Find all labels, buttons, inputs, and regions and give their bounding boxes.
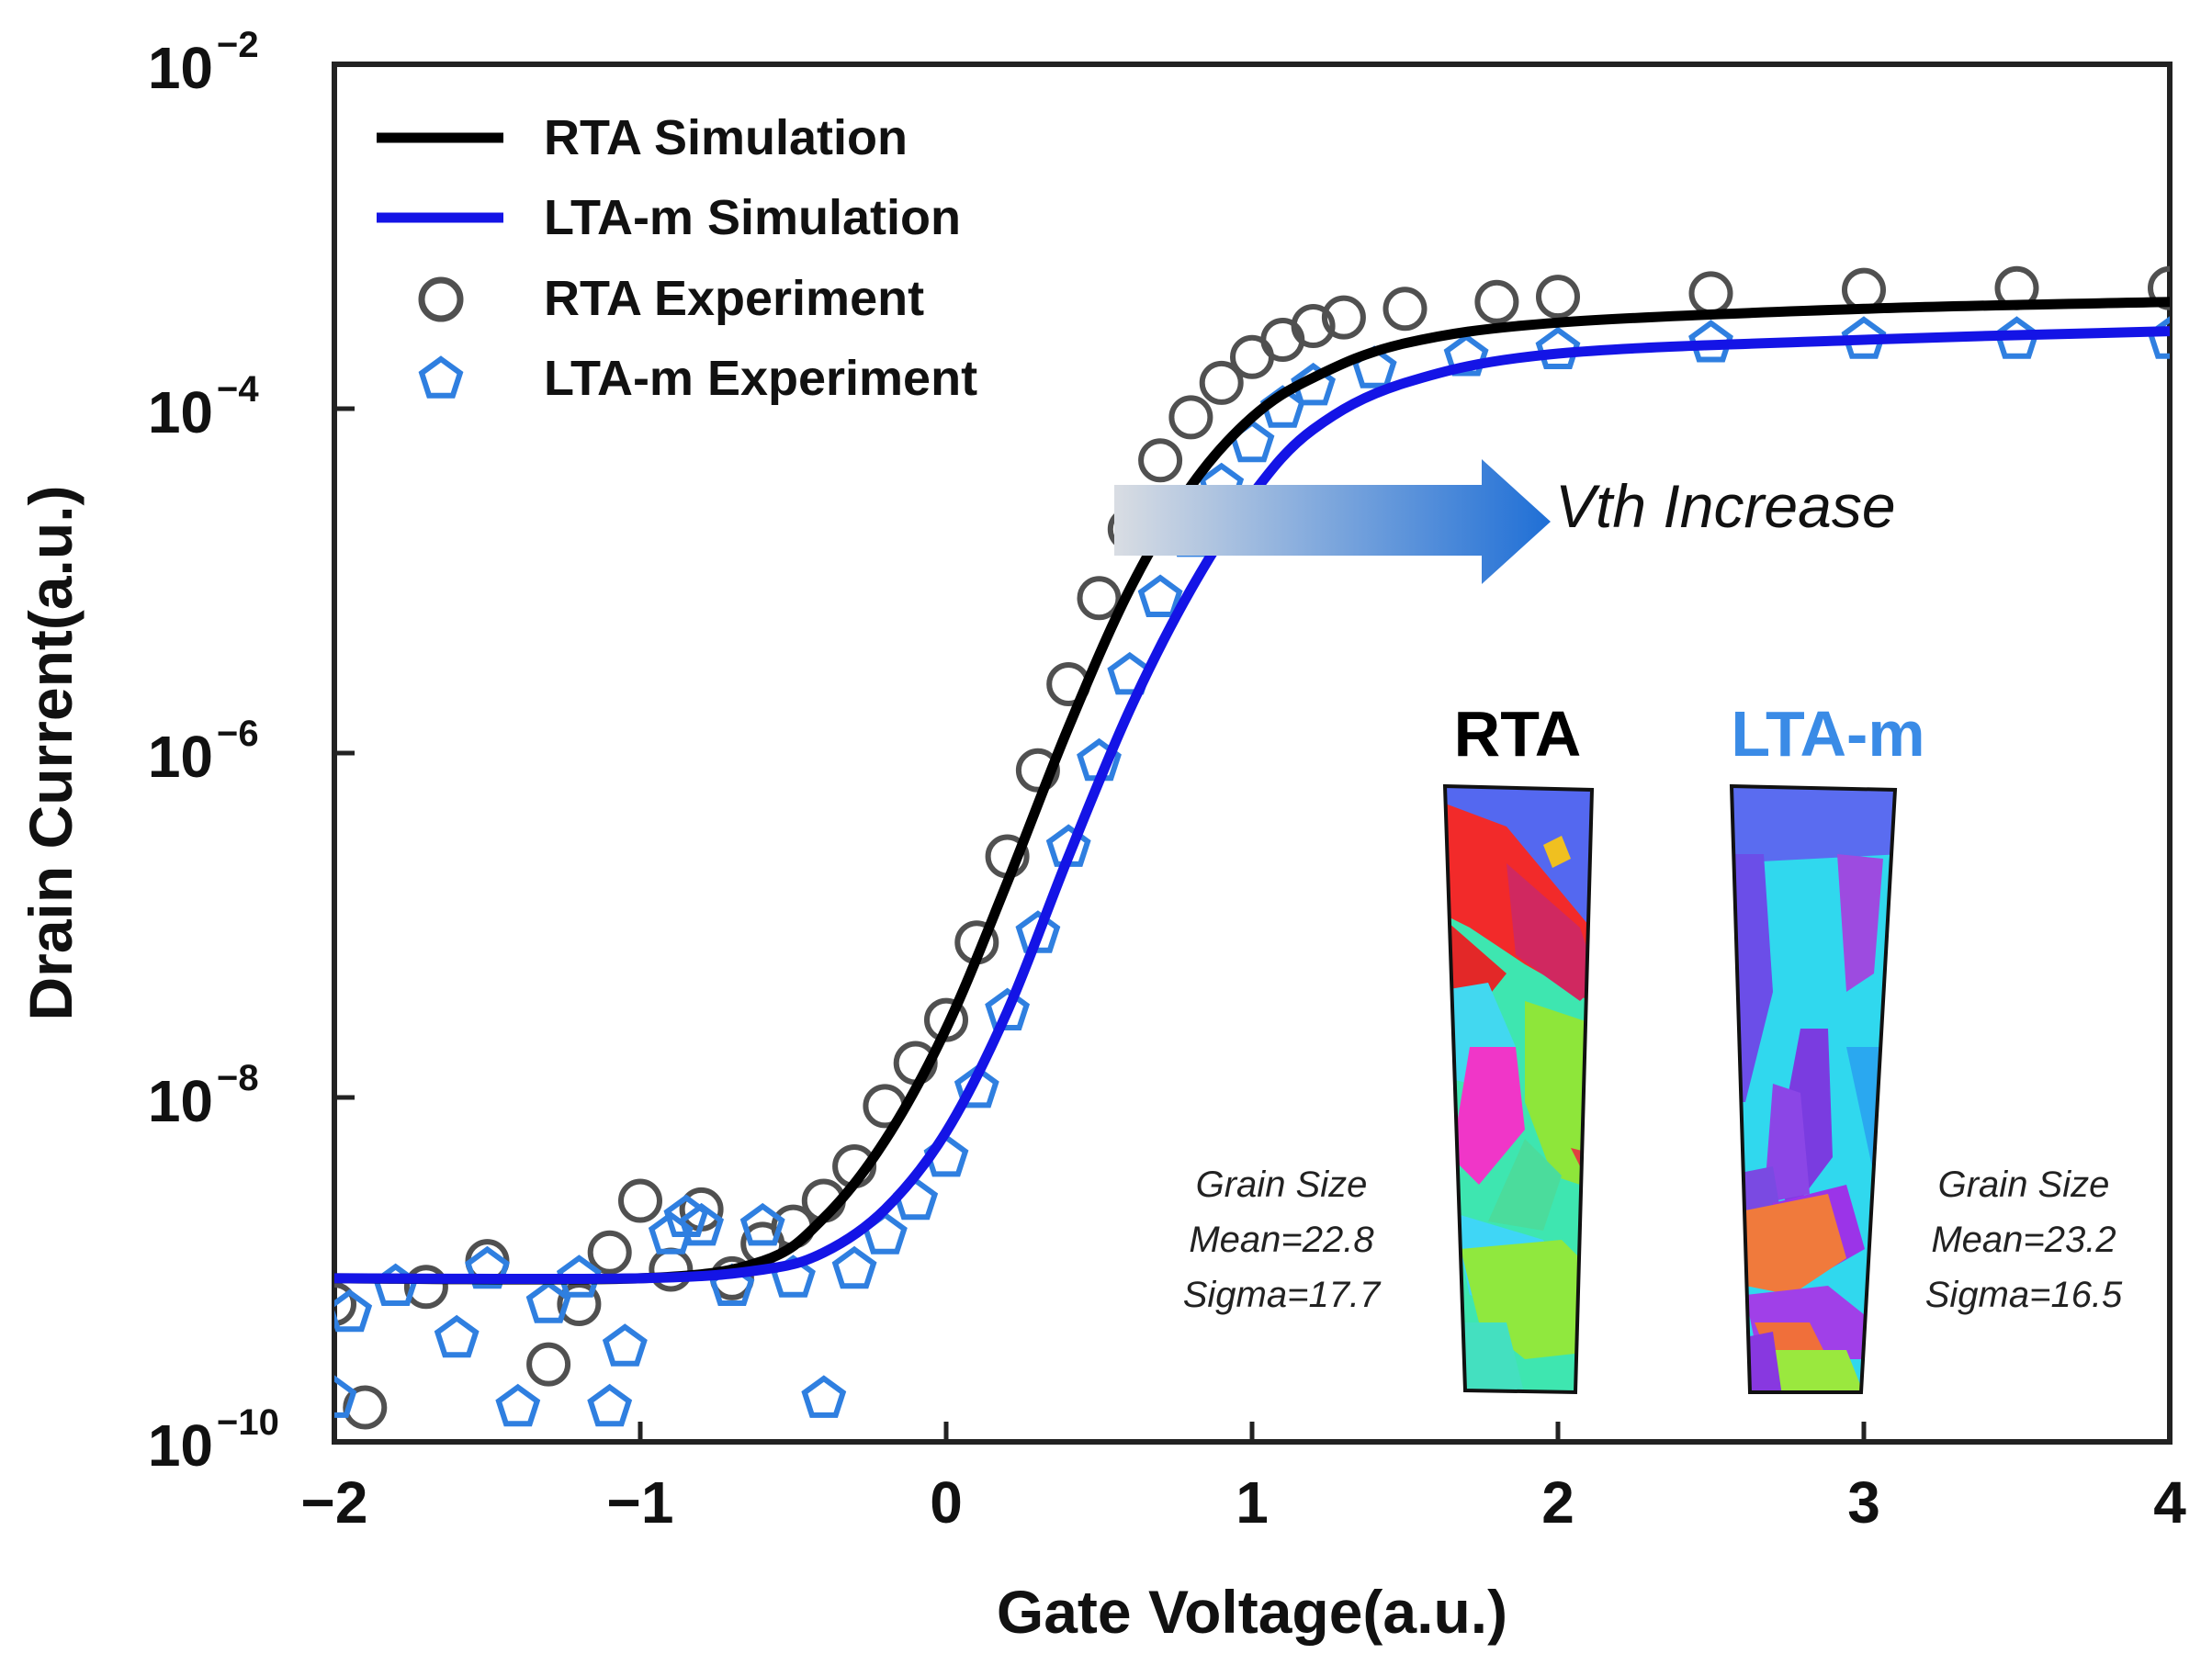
vth-increase-label: Vth Increase <box>1555 472 1896 540</box>
rta-experiment-point <box>1168 395 1213 440</box>
ltam-grain-stats: Grain Size Mean=23.2 Sigma=16.5 <box>1925 1165 2123 1315</box>
x-tick-label: 2 <box>1541 1469 1574 1536</box>
ltam-experiment-point <box>495 1383 541 1427</box>
ltam-experiment-point <box>1535 326 1581 369</box>
ltam-grain-map <box>1732 786 1895 1392</box>
x-axis-title: Gate Voltage(a.u.) <box>997 1578 1507 1646</box>
rta-experiment-point <box>557 1282 602 1326</box>
ltam-inset-outline <box>1729 783 1898 1394</box>
x-tick-label: 4 <box>2153 1469 2186 1536</box>
rta-experiment-point <box>343 1385 388 1430</box>
svg-text:−8: −8 <box>217 1058 259 1098</box>
series-layer <box>334 265 2170 1430</box>
ltam-inset-title: LTA-m <box>1731 698 1924 770</box>
svg-text:−6: −6 <box>217 714 259 754</box>
ltam-experiment-point <box>556 1255 602 1298</box>
ltam-experiment-point <box>465 1245 510 1289</box>
rta-inset-title: RTA <box>1454 698 1582 770</box>
svg-text:10: 10 <box>148 1412 213 1479</box>
y-tick-label: 10 −8 <box>148 1058 259 1134</box>
svg-text:Sigma=17.7: Sigma=17.7 <box>1183 1275 1382 1315</box>
rta-experiment-point <box>1138 438 1183 483</box>
legend-ltam-exp-marker <box>418 355 464 399</box>
y-axis-title: Drain Current(a.u.) <box>17 485 85 1020</box>
ltam-experiment-point <box>679 1202 725 1246</box>
ltam-experiment-point <box>525 1280 571 1323</box>
x-tick-label: 3 <box>1847 1469 1880 1536</box>
svg-text:10: 10 <box>148 35 213 101</box>
rta-grain-stats: Grain Size Mean=22.8 Sigma=17.7 <box>1183 1165 1382 1315</box>
rta-experiment-point <box>334 1282 356 1326</box>
rta-simulation-line <box>334 297 2170 1285</box>
ltam-experiment-point <box>587 1383 633 1427</box>
x-tick-label: 1 <box>1236 1469 1269 1536</box>
rta-experiment-point <box>403 1265 448 1310</box>
rta-experiment-point <box>1688 271 1733 316</box>
svg-text:10: 10 <box>148 379 213 445</box>
ltam-experiment-point <box>1137 574 1183 617</box>
x-tick-label: −2 <box>301 1469 368 1536</box>
rta-experiment-point <box>2148 265 2170 310</box>
rta-experiment-point <box>1536 275 1580 320</box>
rta-experiment-point <box>1015 748 1060 793</box>
ltam-experiment-point <box>954 1064 999 1108</box>
svg-text:Grain Size: Grain Size <box>1938 1165 2110 1205</box>
svg-text:Sigma=16.5: Sigma=16.5 <box>1925 1275 2123 1315</box>
ltam-experiment-point <box>334 1288 373 1333</box>
rta-experiment-point <box>526 1342 571 1387</box>
svg-text:Grain Size: Grain Size <box>1196 1165 1368 1205</box>
rta-experiment-point <box>649 1247 694 1292</box>
vth-increase-arrow <box>1114 459 1551 584</box>
svg-text:−2: −2 <box>217 25 259 65</box>
y-tick-label: 10 −2 <box>148 25 259 101</box>
svg-text:Mean=23.2: Mean=23.2 <box>1931 1220 2116 1260</box>
ltam-experiment-point <box>801 1375 847 1418</box>
legend-rta-exp-marker <box>418 276 464 322</box>
x-tick-label: 0 <box>930 1469 963 1536</box>
ltam-experiment-point <box>985 987 1031 1030</box>
ltam-experiment-point <box>1015 910 1061 953</box>
ltam-experiment-point <box>602 1323 648 1367</box>
legend: RTA Simulation LTA-m Simulation RTA Expe… <box>377 110 977 406</box>
lta-m-simulation-line <box>334 326 2170 1285</box>
rta-experiment-point <box>587 1230 632 1275</box>
legend-ltam-exp-label: LTA-m Experiment <box>544 351 977 406</box>
rta-experiment-point <box>1382 287 1428 332</box>
y-tick-label: 10 −6 <box>148 714 259 790</box>
rta-inset-outline <box>1442 783 1595 1395</box>
svg-text:10: 10 <box>148 724 213 790</box>
rta-experiment-point <box>1474 279 1519 324</box>
rta-experiment-point <box>618 1178 662 1223</box>
ltam-experiment-point <box>831 1245 877 1289</box>
legend-rta-sim-label: RTA Simulation <box>544 110 908 165</box>
rta-grain-map <box>1445 786 1592 1392</box>
svg-text:10: 10 <box>148 1068 213 1134</box>
rta-experiment-point <box>1077 576 1122 621</box>
rta-experiment-point <box>1199 360 1244 405</box>
y-tick-label: 10 −4 <box>148 369 260 445</box>
ltam-experiment-point <box>1841 316 1887 359</box>
svg-text:Mean=22.8: Mean=22.8 <box>1189 1220 1374 1260</box>
svg-text:−4: −4 <box>217 369 259 410</box>
ltam-experiment-point <box>434 1314 480 1358</box>
legend-rta-exp-label: RTA Experiment <box>544 271 924 326</box>
ltam-experiment-point <box>1443 333 1489 377</box>
y-tick-label: 10 −10 <box>148 1402 279 1479</box>
rta-experiment-point <box>1321 295 1366 340</box>
svg-text:−10: −10 <box>217 1402 279 1443</box>
rta-experiment-point <box>1291 304 1336 348</box>
legend-ltam-sim-label: LTA-m Simulation <box>544 190 961 245</box>
x-tick-label: −1 <box>607 1469 674 1536</box>
ltam-experiment-point <box>1291 362 1337 406</box>
ltam-experiment-point <box>334 1375 357 1418</box>
ltam-experiment-point <box>739 1202 785 1246</box>
ltam-experiment-point <box>1688 320 1733 363</box>
axis-ticks: −2 −1 0 1 2 3 410−210−410−610−810−10 <box>148 25 2186 1536</box>
